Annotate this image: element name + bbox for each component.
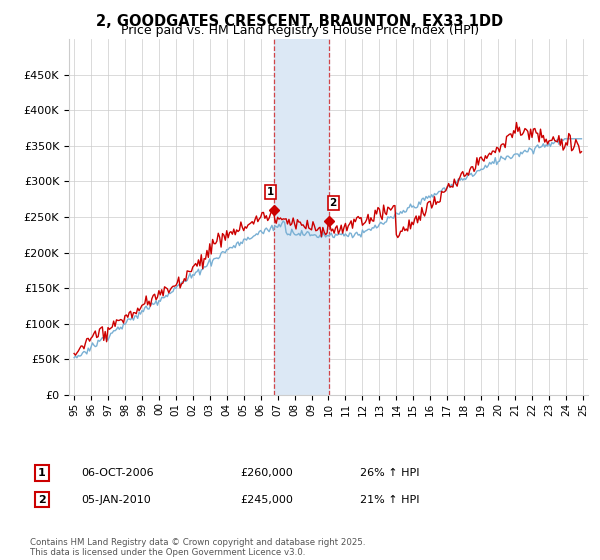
Text: 26% ↑ HPI: 26% ↑ HPI — [360, 468, 419, 478]
Bar — [274, 39, 329, 395]
Text: 2, GOODGATES CRESCENT, BRAUNTON, EX33 1DD: 2, GOODGATES CRESCENT, BRAUNTON, EX33 1D… — [97, 14, 503, 29]
Text: 1: 1 — [267, 187, 274, 197]
Text: Price paid vs. HM Land Registry's House Price Index (HPI): Price paid vs. HM Land Registry's House … — [121, 24, 479, 37]
Text: 05-JAN-2010: 05-JAN-2010 — [81, 494, 151, 505]
Text: Contains HM Land Registry data © Crown copyright and database right 2025.
This d: Contains HM Land Registry data © Crown c… — [30, 538, 365, 557]
Text: 2: 2 — [329, 198, 337, 208]
Text: 06-OCT-2006: 06-OCT-2006 — [81, 468, 154, 478]
Text: £245,000: £245,000 — [240, 494, 293, 505]
Text: 21% ↑ HPI: 21% ↑ HPI — [360, 494, 419, 505]
Text: 2: 2 — [38, 494, 46, 505]
Text: £260,000: £260,000 — [240, 468, 293, 478]
Text: 1: 1 — [38, 468, 46, 478]
